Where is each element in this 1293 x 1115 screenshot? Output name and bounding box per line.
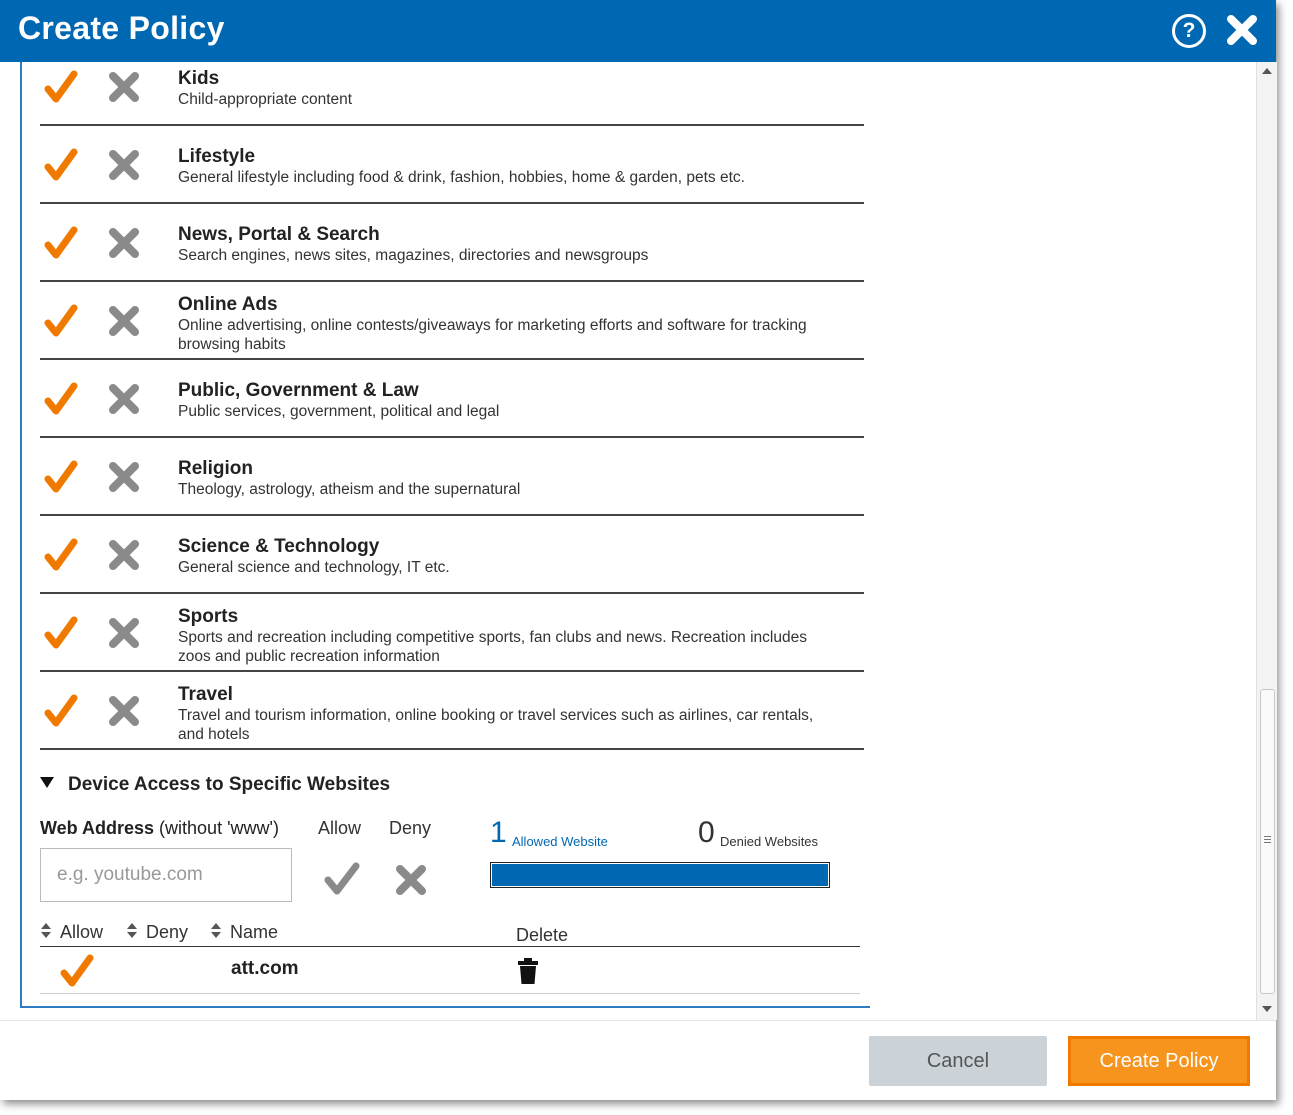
allow-website-check-icon[interactable] — [324, 862, 360, 896]
right-empty-area — [870, 62, 1256, 1020]
deny-x-icon[interactable] — [108, 227, 140, 259]
category-description: Public services, government, political a… — [178, 403, 500, 420]
deny-x-icon[interactable] — [108, 461, 140, 493]
policy-content-panel: Kids Child-appropriate content Lifestyle Ge… — [20, 62, 872, 1008]
category-description: Sports and recreation including competit… — [178, 629, 807, 665]
category-name: Religion — [178, 458, 253, 479]
allow-check-icon[interactable] — [44, 226, 78, 260]
category-description: Search engines, news sites, magazines, d… — [178, 247, 649, 264]
scroll-down-arrow-icon[interactable] — [1262, 1006, 1272, 1012]
web-address-label-bold: Web Address — [40, 818, 155, 838]
allowed-bar-fill — [492, 864, 828, 886]
category-description: General lifestyle including food & drink… — [178, 169, 745, 186]
site-name: att.com — [231, 958, 299, 979]
header-delete: Delete — [516, 925, 569, 945]
deny-x-icon[interactable] — [108, 383, 140, 415]
table-row-divider — [40, 993, 860, 994]
web-address-hint: (without 'www') — [159, 818, 279, 838]
footer-divider — [0, 1020, 1276, 1021]
category-name: Public, Government & Law — [178, 380, 419, 401]
allow-check-icon[interactable] — [44, 148, 78, 182]
category-row: Public, Government & Law Public services,… — [40, 358, 864, 438]
section-title-text: Device Access to Specific Websites — [68, 774, 391, 795]
dialog-header: Create Policy ? — [0, 0, 1276, 62]
allow-check-icon[interactable] — [44, 460, 78, 494]
sort-header-allow[interactable]: Allow — [40, 922, 103, 943]
deny-x-icon[interactable] — [108, 617, 140, 649]
deny-x-icon[interactable] — [108, 305, 140, 337]
allow-check-icon[interactable] — [44, 538, 78, 572]
sort-header-deny[interactable]: Deny — [126, 922, 188, 943]
scrollbar-thumb[interactable] — [1260, 689, 1275, 994]
allowed-denied-ratio-bar — [490, 862, 830, 888]
create-policy-button[interactable]: Create Policy — [1068, 1036, 1250, 1086]
close-icon[interactable] — [1226, 14, 1258, 46]
web-address-label: Web Address (without 'www') — [40, 818, 279, 839]
category-description: Theology, astrology, atheism and the sup… — [178, 481, 521, 498]
deny-x-icon[interactable] — [108, 539, 140, 571]
sort-icon — [40, 923, 52, 939]
deny-x-icon[interactable] — [108, 149, 140, 181]
category-row: Sports Sports and recreation including co… — [40, 592, 864, 672]
vertical-scrollbar[interactable] — [1256, 62, 1277, 1020]
scrollbar-grip-icon — [1264, 836, 1271, 837]
category-description: Online advertising, online contests/give… — [178, 317, 807, 353]
collapse-triangle-icon[interactable] — [40, 777, 54, 789]
category-name: Lifestyle — [178, 146, 256, 167]
allow-check-icon[interactable] — [44, 616, 78, 650]
denied-count: 0 — [698, 816, 715, 849]
allowed-count-label: Allowed Website — [512, 834, 608, 849]
category-row: News, Portal & Search Search engines, new… — [40, 202, 864, 282]
category-name: Sports — [178, 606, 239, 627]
category-row: Travel Travel and tourism information, on… — [40, 670, 864, 750]
create-policy-dialog: Create Policy ? Kids Child-appropriate co… — [0, 0, 1277, 1086]
deny-x-icon[interactable] — [108, 695, 140, 727]
category-description: Child-appropriate content — [178, 91, 353, 108]
allowed-count: 1 — [490, 816, 507, 849]
category-row: Religion Theology, astrology, atheism and… — [40, 436, 864, 516]
scroll-up-arrow-icon[interactable] — [1262, 68, 1272, 74]
category-name: Travel — [178, 684, 233, 705]
cancel-button[interactable]: Cancel — [869, 1036, 1047, 1086]
category-row: Kids Child-appropriate content — [40, 62, 864, 126]
header-name-label: Name — [230, 922, 279, 942]
category-name: News, Portal & Search — [178, 224, 380, 245]
category-description: General science and technology, IT etc. — [178, 559, 450, 576]
dialog-title: Create Policy — [18, 10, 225, 46]
sort-header-name[interactable]: Name — [210, 922, 278, 943]
deny-column-label: Deny — [389, 818, 432, 838]
help-icon[interactable]: ? — [1172, 14, 1206, 48]
category-description: Travel and tourism information, online b… — [178, 707, 814, 743]
deny-x-icon[interactable] — [108, 71, 140, 103]
trash-icon[interactable] — [518, 958, 538, 984]
sort-icon — [126, 923, 138, 939]
allow-check-icon[interactable] — [44, 70, 78, 104]
allow-column-label: Allow — [318, 818, 362, 838]
allow-check-icon[interactable] — [44, 382, 78, 416]
header-allow-label: Allow — [60, 922, 104, 942]
category-name: Kids — [178, 68, 220, 89]
denied-count-label: Denied Websites — [720, 834, 819, 849]
allow-check-icon[interactable] — [44, 304, 78, 338]
table-header-divider — [40, 946, 860, 947]
category-row: Online Ads Online advertising, online con… — [40, 280, 864, 360]
web-address-input[interactable] — [40, 848, 292, 902]
header-deny-label: Deny — [146, 922, 189, 942]
allow-check-icon[interactable] — [44, 694, 78, 728]
category-name: Science & Technology — [178, 536, 380, 557]
section-title-websites[interactable]: Device Access to Specific Websites — [40, 774, 390, 796]
sort-icon — [210, 923, 222, 939]
site-allow-check-icon[interactable] — [60, 954, 94, 988]
category-row: Lifestyle General lifestyle including foo… — [40, 124, 864, 204]
category-row: Science & Technology General science and … — [40, 514, 864, 594]
deny-website-x-icon[interactable] — [395, 864, 427, 896]
category-name: Online Ads — [178, 294, 278, 315]
